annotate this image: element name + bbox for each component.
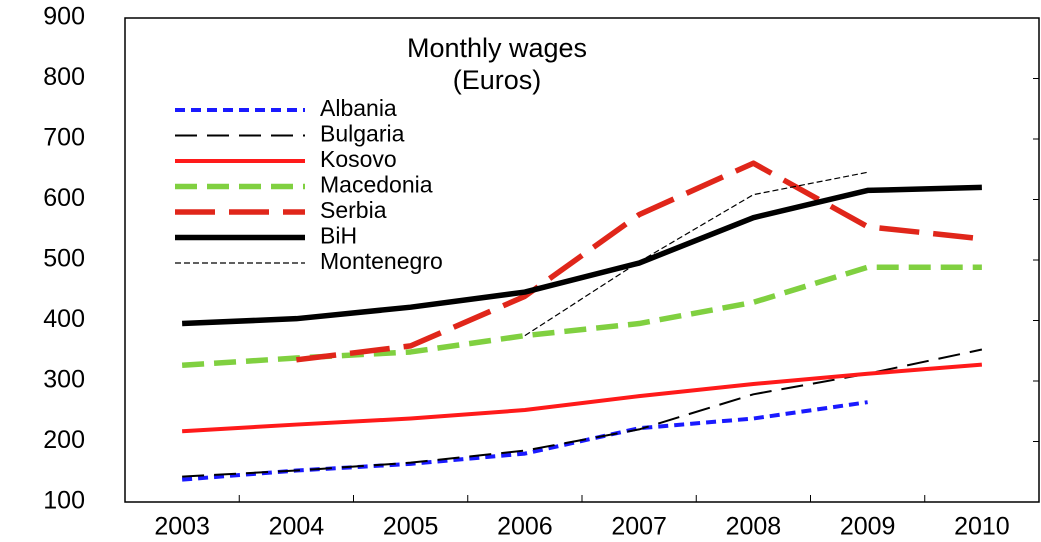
y-tick-label: 200 [43,426,85,454]
x-tick-label: 2009 [840,513,896,541]
x-tick-label: 2005 [383,513,439,541]
series-line [182,348,983,478]
legend-label: BiH [320,223,357,249]
y-tick-label: 900 [43,3,85,31]
y-tick-label: 500 [43,245,85,273]
y-tick-label: 400 [43,305,85,333]
series-line [296,160,983,363]
x-tick-label: 2004 [269,513,325,541]
y-tick-label: 600 [43,184,85,212]
series-line [524,171,868,337]
series-line [182,362,983,434]
y-tick-label: 700 [43,124,85,152]
y-tick-label: 100 [43,487,85,515]
series-line [181,400,868,482]
series-line [182,184,982,327]
x-tick-label: 2007 [611,513,667,541]
y-tick-label: 300 [43,366,85,394]
x-tick-label: 2008 [726,513,782,541]
plot-frame [124,17,1040,503]
chart-subtitle: (Euros) [453,65,542,95]
legend-label: Serbia [320,197,387,223]
x-tick-label: 2003 [154,513,210,541]
legend-label: Kosovo [320,146,397,172]
x-tick-label: 2010 [954,513,1010,541]
y-tick-label: 800 [43,63,85,91]
legend-label: Bulgaria [320,121,405,147]
legend-label: Albania [320,95,397,121]
legend-label: Macedonia [320,172,433,198]
x-tick-label: 2006 [497,513,553,541]
chart-title: Monthly wages [407,33,587,63]
legend-label: Montenegro [320,248,443,274]
